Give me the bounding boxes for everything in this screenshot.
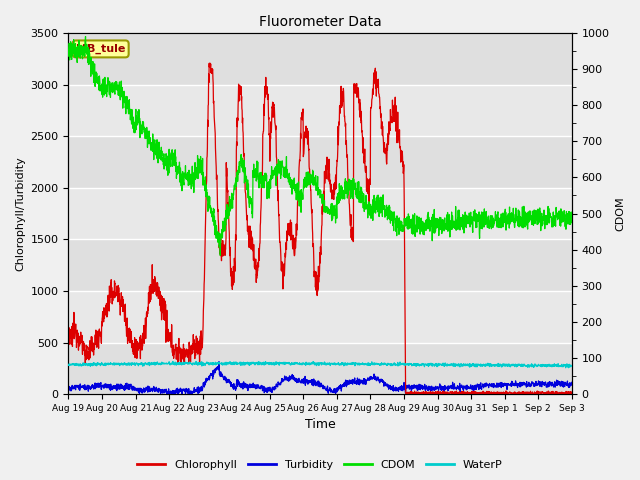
X-axis label: Time: Time [305,419,335,432]
Bar [68,240,572,291]
Y-axis label: Chlorophyll/Turbidity: Chlorophyll/Turbidity [15,156,25,271]
Bar [68,33,572,84]
Legend: Chlorophyll, Turbidity, CDOM, WaterP: Chlorophyll, Turbidity, CDOM, WaterP [133,456,507,474]
Text: MB_tule: MB_tule [76,44,125,54]
Y-axis label: CDOM: CDOM [615,196,625,231]
Bar [68,343,572,394]
Bar [68,136,572,188]
Title: Fluorometer Data: Fluorometer Data [259,15,381,29]
